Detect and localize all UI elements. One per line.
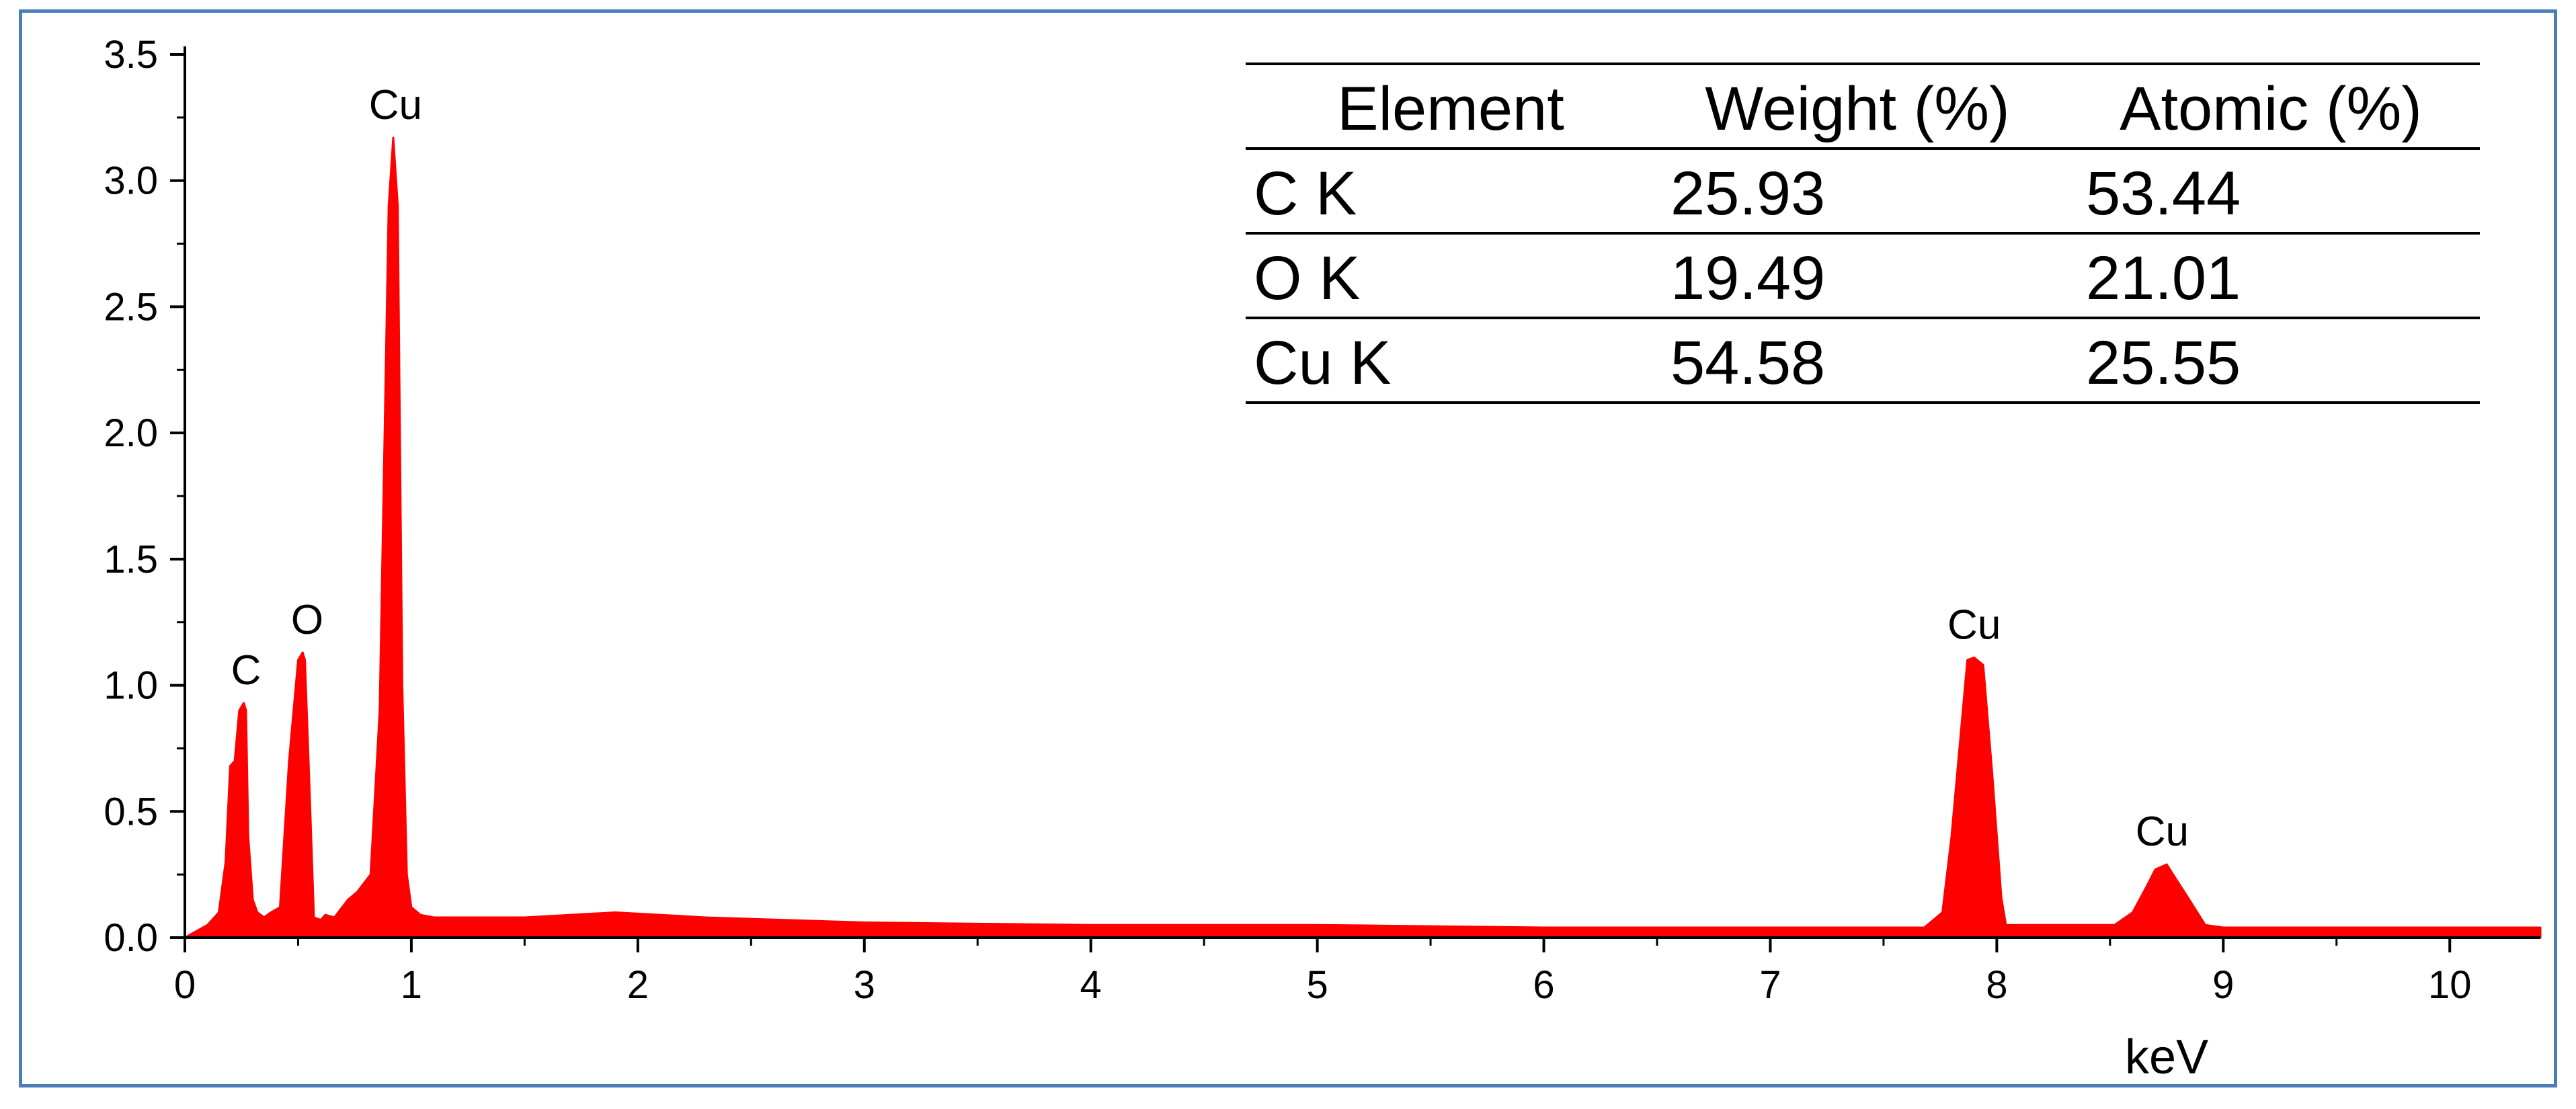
y-tick-label: 2.0	[104, 411, 158, 455]
peak-label: Cu	[2136, 809, 2189, 855]
x-tick-label: 4	[1080, 963, 1102, 1007]
eds-spectrum-chart: 0.0 0.5 1.0 1.5 2.0 2.5 3.0 3.5 0 1 2 3 4 5 6 7 8 9 10 ke…	[104, 33, 2542, 1084]
peak-labels: CO Cu Cu Cu	[231, 82, 2189, 855]
table-cell: 25.93	[1671, 159, 1825, 228]
table-header-cell: Atomic (%)	[2120, 75, 2422, 143]
x-tick-label: 10	[2428, 963, 2472, 1007]
plot-area	[184, 136, 2542, 939]
x-tick-label: 2	[627, 963, 649, 1007]
x-axis-title: keV	[2125, 1030, 2208, 1084]
y-tick-label: 2.5	[104, 285, 158, 329]
table-cell: 54.58	[1671, 329, 1825, 397]
peak-label: Cu	[1947, 602, 2001, 648]
y-tick-label: 3.5	[104, 33, 158, 77]
table-cell: 25.55	[2086, 329, 2241, 397]
x-tick-label: 0	[174, 963, 196, 1007]
table-cell: 53.44	[2086, 159, 2241, 228]
x-tick-label: 5	[1306, 963, 1328, 1007]
x-tick-label: 7	[1759, 963, 1781, 1007]
table-cell: 21.01	[2086, 244, 2241, 313]
x-tick-label: 3	[854, 963, 875, 1007]
x-axis-ticks: 0 1 2 3 4 5 6 7 8 9 10	[174, 938, 2472, 1007]
y-tick-label: 1.5	[104, 538, 158, 581]
table-cell: C K	[1254, 159, 1357, 228]
peak-label: Cu	[369, 82, 422, 128]
y-axis-ticks: 0.0 0.5 1.0 1.5 2.0 2.5 3.0 3.5	[104, 33, 185, 960]
axes	[184, 46, 2540, 939]
table-header-cell: Element	[1337, 75, 1564, 143]
spectrum-area	[184, 136, 2542, 939]
table-cell: Cu K	[1254, 329, 1392, 397]
composition-table: Element Weight (%) Atomic (%) C K 25.93 53.44…	[1246, 63, 2480, 404]
x-tick-label: 6	[1533, 963, 1554, 1007]
y-tick-label: 3.0	[104, 159, 158, 203]
table-header-cell: Weight (%)	[1705, 75, 2009, 143]
x-tick-label: 1	[401, 963, 422, 1007]
table-cell: O K	[1254, 244, 1360, 313]
y-tick-label: 1.0	[104, 664, 158, 708]
chart-frame: 0.0 0.5 1.0 1.5 2.0 2.5 3.0 3.5 0 1 2 3 4 5 6 7 8 9 10 ke…	[19, 9, 2557, 1087]
y-tick-label: 0.5	[104, 790, 158, 833]
x-tick-label: 9	[2212, 963, 2234, 1007]
peak-label: C	[231, 647, 261, 694]
y-tick-label: 0.0	[104, 916, 158, 960]
peak-label: O	[291, 597, 323, 643]
table-cell: 19.49	[1671, 244, 1825, 313]
x-tick-label: 8	[1986, 963, 2007, 1007]
